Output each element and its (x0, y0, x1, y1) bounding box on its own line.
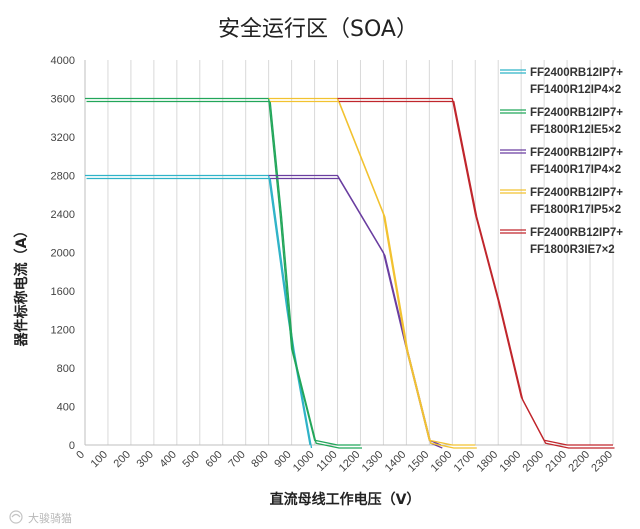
legend-label-1-line1: FF2400RB12IP7+ (530, 67, 623, 79)
legend-item-1: FF2400RB12IP7+ FF1400R12IP4×2 (500, 67, 623, 96)
y-tick-labels: 0 400 800 1200 1600 2000 2400 2800 3200 3600 4000 (51, 55, 75, 452)
x-tick-600: 600 (203, 449, 224, 470)
legend-label-3-line2: FF1400R17IP4×2 (530, 164, 621, 176)
series-5-line-b (339, 100, 615, 449)
x-tick-1600: 1600 (429, 449, 455, 475)
x-tick-1100: 1100 (314, 449, 339, 474)
legend: FF2400RB12IP7+FF1400R12IP4×2FF2400RB12IP… (500, 67, 623, 256)
legend-label-4-line1: FF2400RB12IP7+ (530, 187, 623, 199)
watermark-text: 大骏骑猫 (28, 511, 72, 525)
x-tick-2000: 2000 (520, 449, 546, 475)
legend-label-2-line2: FF1800R12IE5×2 (530, 124, 621, 136)
watermark-logo-icon (9, 510, 23, 524)
legend-item-2: FF2400RB12IP7+ FF1800R12IE5×2 (500, 107, 623, 136)
series-lines (85, 97, 615, 449)
chart-title: 安全运行区（SOA） (218, 17, 418, 42)
x-tick-1800: 1800 (475, 449, 501, 475)
x-tick-labels: 0 100 200 300 400 500 600 700 800 900100011001200… (74, 449, 615, 475)
y-tick-0: 0 (69, 440, 75, 452)
y-tick-400: 400 (57, 402, 75, 414)
series-1-line-a (85, 174, 311, 446)
y-tick-2000: 2000 (51, 248, 75, 260)
series-2-line-b (86, 100, 362, 449)
x-tick-2100: 2100 (543, 449, 569, 475)
legend-label-3-line1: FF2400RB12IP7+ (530, 147, 623, 159)
legend-item-5: FF2400RB12IP7+ FF1800R3IE7×2 (500, 227, 623, 256)
x-tick-800: 800 (249, 449, 270, 470)
y-tick-1600: 1600 (51, 286, 75, 298)
series-line-2 (85, 97, 362, 449)
x-tick-1900: 1900 (497, 449, 523, 475)
series-line-5 (337, 97, 615, 449)
legend-label-5-line1: FF2400RB12IP7+ (530, 227, 623, 239)
y-axis-label: 器件标称电流（A） (13, 224, 30, 348)
x-tick-300: 300 (135, 449, 156, 470)
x-tick-1700: 1700 (452, 449, 478, 475)
x-tick-2200: 2200 (566, 449, 592, 475)
series-line-3 (268, 174, 443, 449)
x-tick-2300: 2300 (589, 449, 615, 475)
legend-item-4: FF2400RB12IP7+ FF1800R17IP5×2 (500, 187, 623, 216)
x-tick-200: 200 (112, 449, 133, 470)
series-line-4 (268, 97, 477, 449)
x-tick-700: 700 (226, 449, 247, 470)
series-3-line-b (270, 177, 443, 449)
legend-label-2-line1: FF2400RB12IP7+ (530, 107, 623, 119)
y-tick-3600: 3600 (51, 94, 75, 106)
x-tick-0: 0 (74, 449, 87, 462)
x-tick-1500: 1500 (406, 449, 432, 475)
y-tick-2400: 2400 (51, 209, 75, 221)
series-line-1 (85, 174, 313, 449)
x-tick-500: 500 (180, 449, 201, 470)
y-tick-800: 800 (57, 363, 75, 375)
series-4-line-a (268, 97, 476, 446)
x-tick-400: 400 (157, 449, 178, 470)
x-axis-label: 直流母线工作电压（V） (270, 491, 421, 508)
x-tick-1300: 1300 (360, 449, 386, 475)
series-5-line-a (337, 97, 613, 446)
x-tick-100: 100 (89, 449, 110, 470)
legend-label-5-line2: FF1800R3IE7×2 (530, 244, 615, 256)
y-tick-4000: 4000 (51, 55, 75, 67)
y-tick-2800: 2800 (51, 171, 75, 183)
series-1-line-b (86, 177, 313, 449)
series-3-line-a (268, 174, 442, 446)
x-tick-1000: 1000 (291, 449, 317, 475)
y-tick-1200: 1200 (51, 325, 75, 337)
legend-label-1-line2: FF1400R12IP4×2 (530, 84, 621, 96)
y-tick-3200: 3200 (51, 132, 75, 144)
legend-item-3: FF2400RB12IP7+ FF1400R17IP4×2 (500, 147, 623, 176)
legend-label-4-line2: FF1800R17IP5×2 (530, 204, 621, 216)
x-tick-1400: 1400 (383, 449, 409, 475)
x-tick-1200: 1200 (337, 449, 363, 475)
